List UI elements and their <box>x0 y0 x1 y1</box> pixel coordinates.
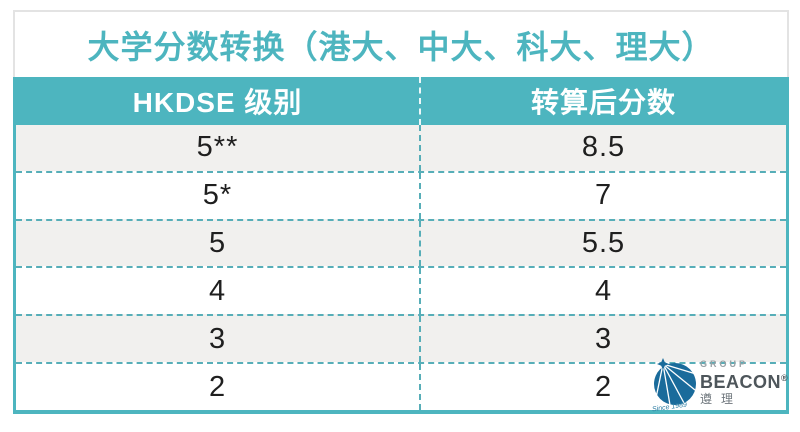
table-row: 3 3 <box>16 314 786 363</box>
table-row: 2 2 <box>16 362 786 410</box>
column-header-hkdse-level: HKDSE 级别 <box>16 77 422 125</box>
score-cell: 4 <box>594 274 613 307</box>
table-row: 4 4 <box>16 266 786 315</box>
logo-brand-text: BEACON® <box>700 369 788 392</box>
logo-chinese-text: 遵理 <box>700 392 743 406</box>
score-cell: 7 <box>594 179 613 212</box>
table-row: 5* 7 <box>16 170 786 219</box>
table-header-row: HKDSE 级别 转算后分数 <box>16 77 786 125</box>
table-row: 5** 8.5 <box>16 125 786 171</box>
score-cell: 2 <box>594 370 613 403</box>
conversion-card: 大学分数转换（港大、中大、科大、理大） HKDSE 级别 转算后分数 5** 8… <box>13 10 789 414</box>
logo-text-block: GROUP BEACON® 遵理 <box>700 355 788 417</box>
level-cell: 4 <box>16 268 422 315</box>
logo-brand-name: BEACON <box>700 372 782 392</box>
beacon-group-logo: Since 1989 GROUP BEACON® 遵理 <box>648 355 788 417</box>
table-row: 5 5.5 <box>16 218 786 267</box>
level-cell: 5* <box>16 172 422 219</box>
level-cell: 2 <box>16 364 422 410</box>
column-header-converted-score: 转算后分数 <box>531 87 677 118</box>
level-cell: 5 <box>16 220 422 267</box>
registered-mark-icon: ® <box>781 373 789 383</box>
level-cell: 3 <box>16 316 422 363</box>
logo-group-text: GROUP <box>700 359 749 369</box>
beacon-logo-mark: Since 1989 <box>648 355 700 417</box>
score-cell: 3 <box>594 322 613 355</box>
score-cell: 5.5 <box>581 227 626 260</box>
page-title: 大学分数转换（港大、中大、科大、理大） <box>87 28 715 65</box>
title-bar: 大学分数转换（港大、中大、科大、理大） <box>13 10 789 77</box>
score-conversion-table: HKDSE 级别 转算后分数 5** 8.5 5* 7 5 5.5 4 4 3 … <box>13 77 789 414</box>
score-cell: 8.5 <box>581 131 626 164</box>
level-cell: 5** <box>16 125 422 171</box>
beacon-circle-icon <box>654 358 697 406</box>
